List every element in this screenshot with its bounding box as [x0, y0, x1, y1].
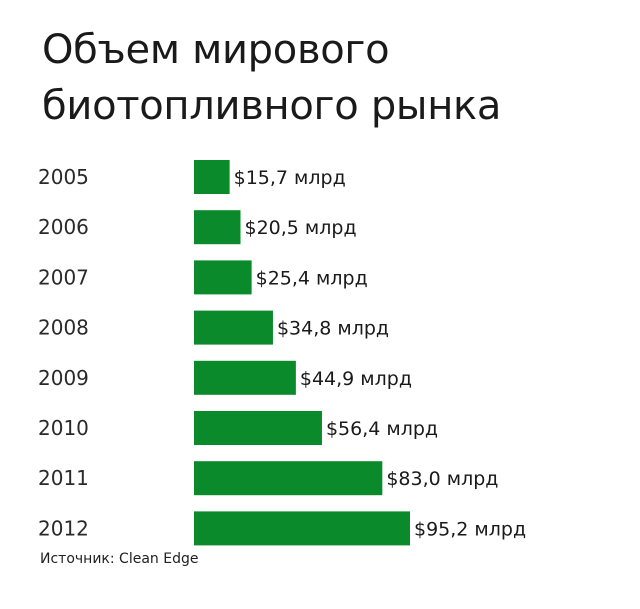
- value-label: $95,2 млрд: [414, 518, 526, 540]
- value-label: $83,0 млрд: [386, 468, 498, 490]
- year-label: 2009: [38, 366, 89, 390]
- year-label: 2008: [38, 316, 89, 340]
- value-label: $56,4 млрд: [326, 418, 438, 440]
- value-label: $20,5 млрд: [245, 217, 357, 239]
- value-label: $25,4 млрд: [256, 267, 368, 289]
- value-label: $34,8 млрд: [277, 318, 389, 340]
- bar: [194, 360, 296, 395]
- value-label: $44,9 млрд: [300, 368, 412, 390]
- value-label: $15,7 млрд: [234, 167, 346, 189]
- bar: [194, 260, 252, 295]
- chart-title: Объем мирового биотопливного рынка: [42, 27, 502, 129]
- bar: [194, 310, 273, 345]
- year-label: 2010: [38, 416, 89, 440]
- bar: [194, 160, 230, 194]
- year-label: 2012: [38, 516, 89, 540]
- bar: [194, 511, 410, 546]
- year-label: 2006: [38, 215, 89, 239]
- year-label: 2011: [38, 466, 89, 490]
- bar: [194, 210, 241, 245]
- year-label: 2007: [38, 265, 89, 289]
- year-label: 2005: [38, 165, 89, 189]
- bar: [194, 461, 383, 496]
- bar: [194, 411, 322, 445]
- source-note: Источник: Clean Edge: [40, 551, 199, 567]
